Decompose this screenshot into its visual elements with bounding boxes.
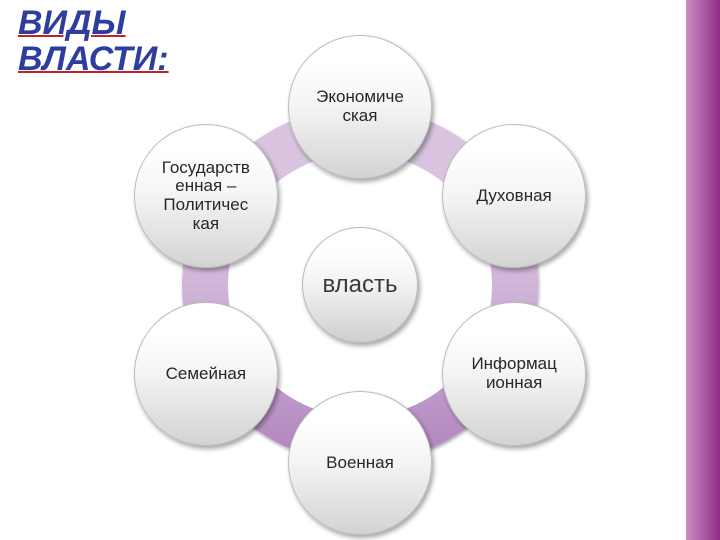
outer-node-2-label: Информац ионная: [471, 355, 556, 392]
center-node-label: власть: [322, 272, 397, 298]
side-accent-strip: [686, 0, 720, 540]
outer-node-4-label: Семейная: [166, 365, 246, 384]
outer-node-0-label: Экономиче ская: [316, 88, 404, 125]
outer-node-5-label: Государств енная – Политичес кая: [162, 159, 250, 234]
outer-node-1-label: Духовная: [477, 187, 552, 206]
cycle-diagram: Экономиче ская Духовная Информац ионная Вое…: [80, 30, 640, 540]
center-node: власть: [302, 227, 418, 343]
outer-node-1: Духовная: [442, 124, 586, 268]
outer-node-5: Государств енная – Политичес кая: [134, 124, 278, 268]
outer-node-0: Экономиче ская: [288, 35, 432, 179]
outer-node-3: Военная: [288, 391, 432, 535]
outer-node-2: Информац ионная: [442, 302, 586, 446]
outer-node-3-label: Военная: [326, 454, 394, 473]
outer-node-4: Семейная: [134, 302, 278, 446]
